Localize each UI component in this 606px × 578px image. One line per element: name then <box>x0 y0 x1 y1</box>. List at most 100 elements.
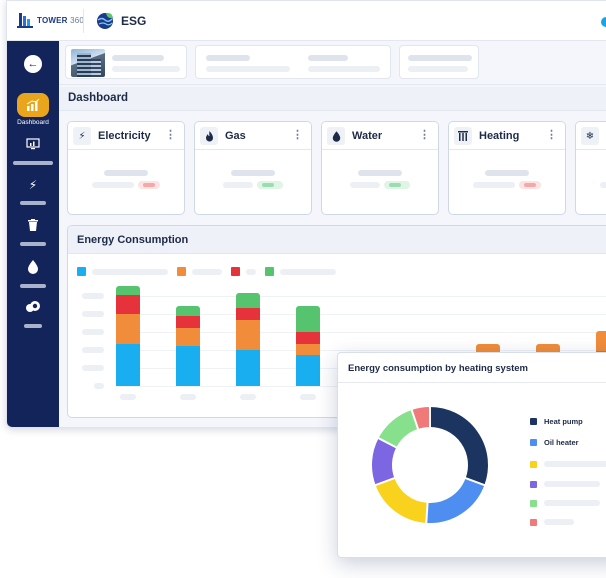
bar-segment[interactable] <box>236 308 260 320</box>
radiator-icon <box>454 127 472 145</box>
legend-item[interactable] <box>530 517 574 527</box>
building-info-card[interactable] <box>195 45 391 79</box>
legend-label: Heat pump <box>544 416 583 426</box>
topbar-divider <box>83 9 84 33</box>
y-tick-label <box>82 293 104 299</box>
sidebar-label-placeholder <box>20 284 46 288</box>
slice-separator <box>425 501 429 524</box>
bar-segment[interactable] <box>116 344 140 386</box>
gridline <box>118 350 606 351</box>
kpi-title: Heating <box>479 130 520 142</box>
trash-icon <box>28 219 38 231</box>
sidebar: ← Dashboard ⚡︎ <box>7 41 59 427</box>
donut-slice[interactable] <box>372 438 397 486</box>
placeholder-value <box>485 170 529 176</box>
legend-swatch <box>530 480 537 488</box>
legend-item[interactable] <box>530 498 600 508</box>
module-esg[interactable]: ESG <box>95 11 146 31</box>
kpi-card-electricity[interactable]: ⚡︎ Electricity ⋮ <box>67 121 185 215</box>
donut-slice[interactable] <box>429 407 488 486</box>
y-tick-label <box>94 383 104 389</box>
bar-segment[interactable] <box>236 293 260 308</box>
building-stat-card[interactable] <box>399 45 479 79</box>
trend-badge <box>519 181 541 189</box>
more-options-icon[interactable]: ⋮ <box>165 129 176 141</box>
bar-segment[interactable] <box>596 331 606 351</box>
kpi-card-gas[interactable]: Gas ⋮ <box>194 121 312 215</box>
more-options-icon[interactable]: ⋮ <box>419 129 430 141</box>
bar-segment[interactable] <box>116 286 140 295</box>
legend-item[interactable] <box>530 459 606 469</box>
bar-segment[interactable] <box>296 306 320 332</box>
brand-name: TOWER 360 <box>37 15 85 25</box>
sidebar-item-water[interactable] <box>23 259 43 275</box>
placeholder-text <box>223 182 253 188</box>
legend-item-oil-heater[interactable]: Oil heater <box>530 437 579 447</box>
donut-slice[interactable] <box>378 409 419 448</box>
donut-slice[interactable] <box>375 477 429 523</box>
sidebar-item-label: Dashboard <box>17 119 49 126</box>
bar-segment[interactable] <box>236 350 260 386</box>
building-selector-row <box>59 41 606 85</box>
dashboard-header: Dashboard <box>59 87 606 111</box>
top-toggle[interactable] <box>601 17 606 27</box>
sidebar-item-co2[interactable] <box>23 299 43 315</box>
app-window: TOWER 360 ESG ← Dashboard <box>6 0 606 428</box>
bar-segment[interactable] <box>236 320 260 350</box>
brand-logo[interactable]: TOWER 360 <box>17 12 84 28</box>
sidebar-item-monitor[interactable] <box>23 136 43 152</box>
building-card[interactable] <box>65 45 187 79</box>
lightning-icon: ⚡︎ <box>28 178 38 192</box>
bar-segment[interactable] <box>176 316 200 328</box>
kpi-card-cooling[interactable]: ❄︎ <box>575 121 606 215</box>
legend-label-placeholder <box>192 269 222 275</box>
kpi-header: ❄︎ <box>576 122 606 150</box>
bar-segment[interactable] <box>296 355 320 386</box>
placeholder-text <box>350 182 380 188</box>
placeholder-value <box>104 170 148 176</box>
bar-segment[interactable] <box>116 295 140 314</box>
legend-swatch <box>530 438 537 446</box>
building-photo <box>71 49 105 77</box>
bar-segment[interactable] <box>176 306 200 316</box>
sidebar-item-waste[interactable] <box>23 217 43 233</box>
bar-segment[interactable] <box>536 344 560 354</box>
slice-separator <box>374 476 396 487</box>
placeholder-value <box>358 170 402 176</box>
x-tick-label <box>120 394 136 400</box>
legend-swatch <box>530 417 537 425</box>
sidebar-item-electricity[interactable]: ⚡︎ <box>23 177 43 193</box>
more-options-icon[interactable]: ⋮ <box>292 129 303 141</box>
popup-header: Energy consumption by heating system <box>338 353 606 383</box>
trend-badge <box>384 181 410 189</box>
x-tick-label <box>180 394 196 400</box>
y-tick-label <box>82 365 104 371</box>
legend-item[interactable] <box>530 479 600 489</box>
bar-segment[interactable] <box>116 314 140 344</box>
sidebar-label-placeholder <box>24 324 42 328</box>
bar-segment[interactable] <box>176 328 200 346</box>
kpi-card-heating[interactable]: Heating ⋮ <box>448 121 566 215</box>
kpi-title: Gas <box>225 130 246 142</box>
bar-segment[interactable] <box>296 332 320 344</box>
placeholder-text <box>408 66 468 72</box>
bar-segment[interactable] <box>296 344 320 355</box>
legend-swatch <box>530 460 537 468</box>
placeholder-text <box>206 66 290 72</box>
donut-slice[interactable] <box>426 477 485 523</box>
collapse-sidebar-button[interactable]: ← <box>24 55 42 73</box>
kpi-card-water[interactable]: Water ⋮ <box>321 121 439 215</box>
sidebar-item-dashboard[interactable] <box>17 93 49 117</box>
card-header: Energy Consumption <box>68 226 606 254</box>
legend-item-heat-pump[interactable]: Heat pump <box>530 416 583 426</box>
legend-label-placeholder <box>246 269 256 275</box>
tower-logo-icon <box>17 13 33 28</box>
legend-swatch <box>231 267 240 276</box>
placeholder-text <box>473 182 515 188</box>
kpi-title: Water <box>352 130 383 142</box>
legend-label-placeholder <box>92 269 168 275</box>
more-options-icon[interactable]: ⋮ <box>546 129 557 141</box>
bar-segment[interactable] <box>176 346 200 386</box>
donut-slice[interactable] <box>411 407 431 430</box>
placeholder-text <box>206 55 250 61</box>
